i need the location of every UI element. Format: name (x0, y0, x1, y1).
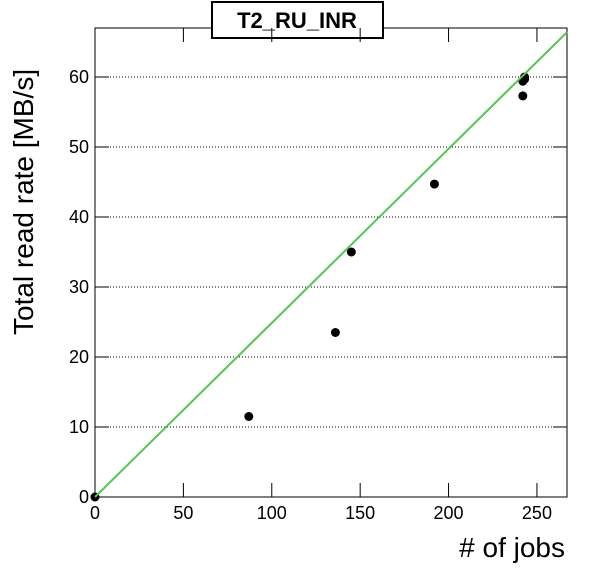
data-point (244, 412, 254, 421)
y-tick-label: 60 (69, 67, 89, 87)
x-tick-label: 100 (257, 503, 287, 523)
data-point (520, 72, 530, 82)
x-tick-label: 200 (434, 503, 464, 523)
data-point (429, 179, 439, 189)
data-point (330, 328, 340, 337)
chart-title: T2_RU_INR (237, 8, 357, 33)
y-tick-label: 40 (69, 207, 89, 227)
data-point (346, 247, 356, 257)
y-tick-label: 10 (69, 417, 89, 437)
title-box (211, 1, 384, 39)
y-tick-label: 20 (69, 347, 89, 367)
fit-line (94, 31, 568, 498)
plot-layer: 0 10 20 30 40 50 60 0 50 100 150 200 250 (69, 28, 568, 523)
x-tick-label: 150 (345, 503, 375, 523)
y-tick-label: 30 (69, 277, 89, 297)
x-tick-label: 250 (522, 503, 552, 523)
y-axis-label: Total read rate [MB/s] (8, 69, 39, 335)
x-tick-label: 50 (173, 503, 193, 523)
x-axis-label: # of jobs (459, 532, 565, 563)
data-point (518, 91, 528, 101)
y-tick-label: 50 (69, 137, 89, 157)
y-tick-label: 0 (79, 487, 89, 507)
x-tick-label: 0 (90, 503, 100, 523)
